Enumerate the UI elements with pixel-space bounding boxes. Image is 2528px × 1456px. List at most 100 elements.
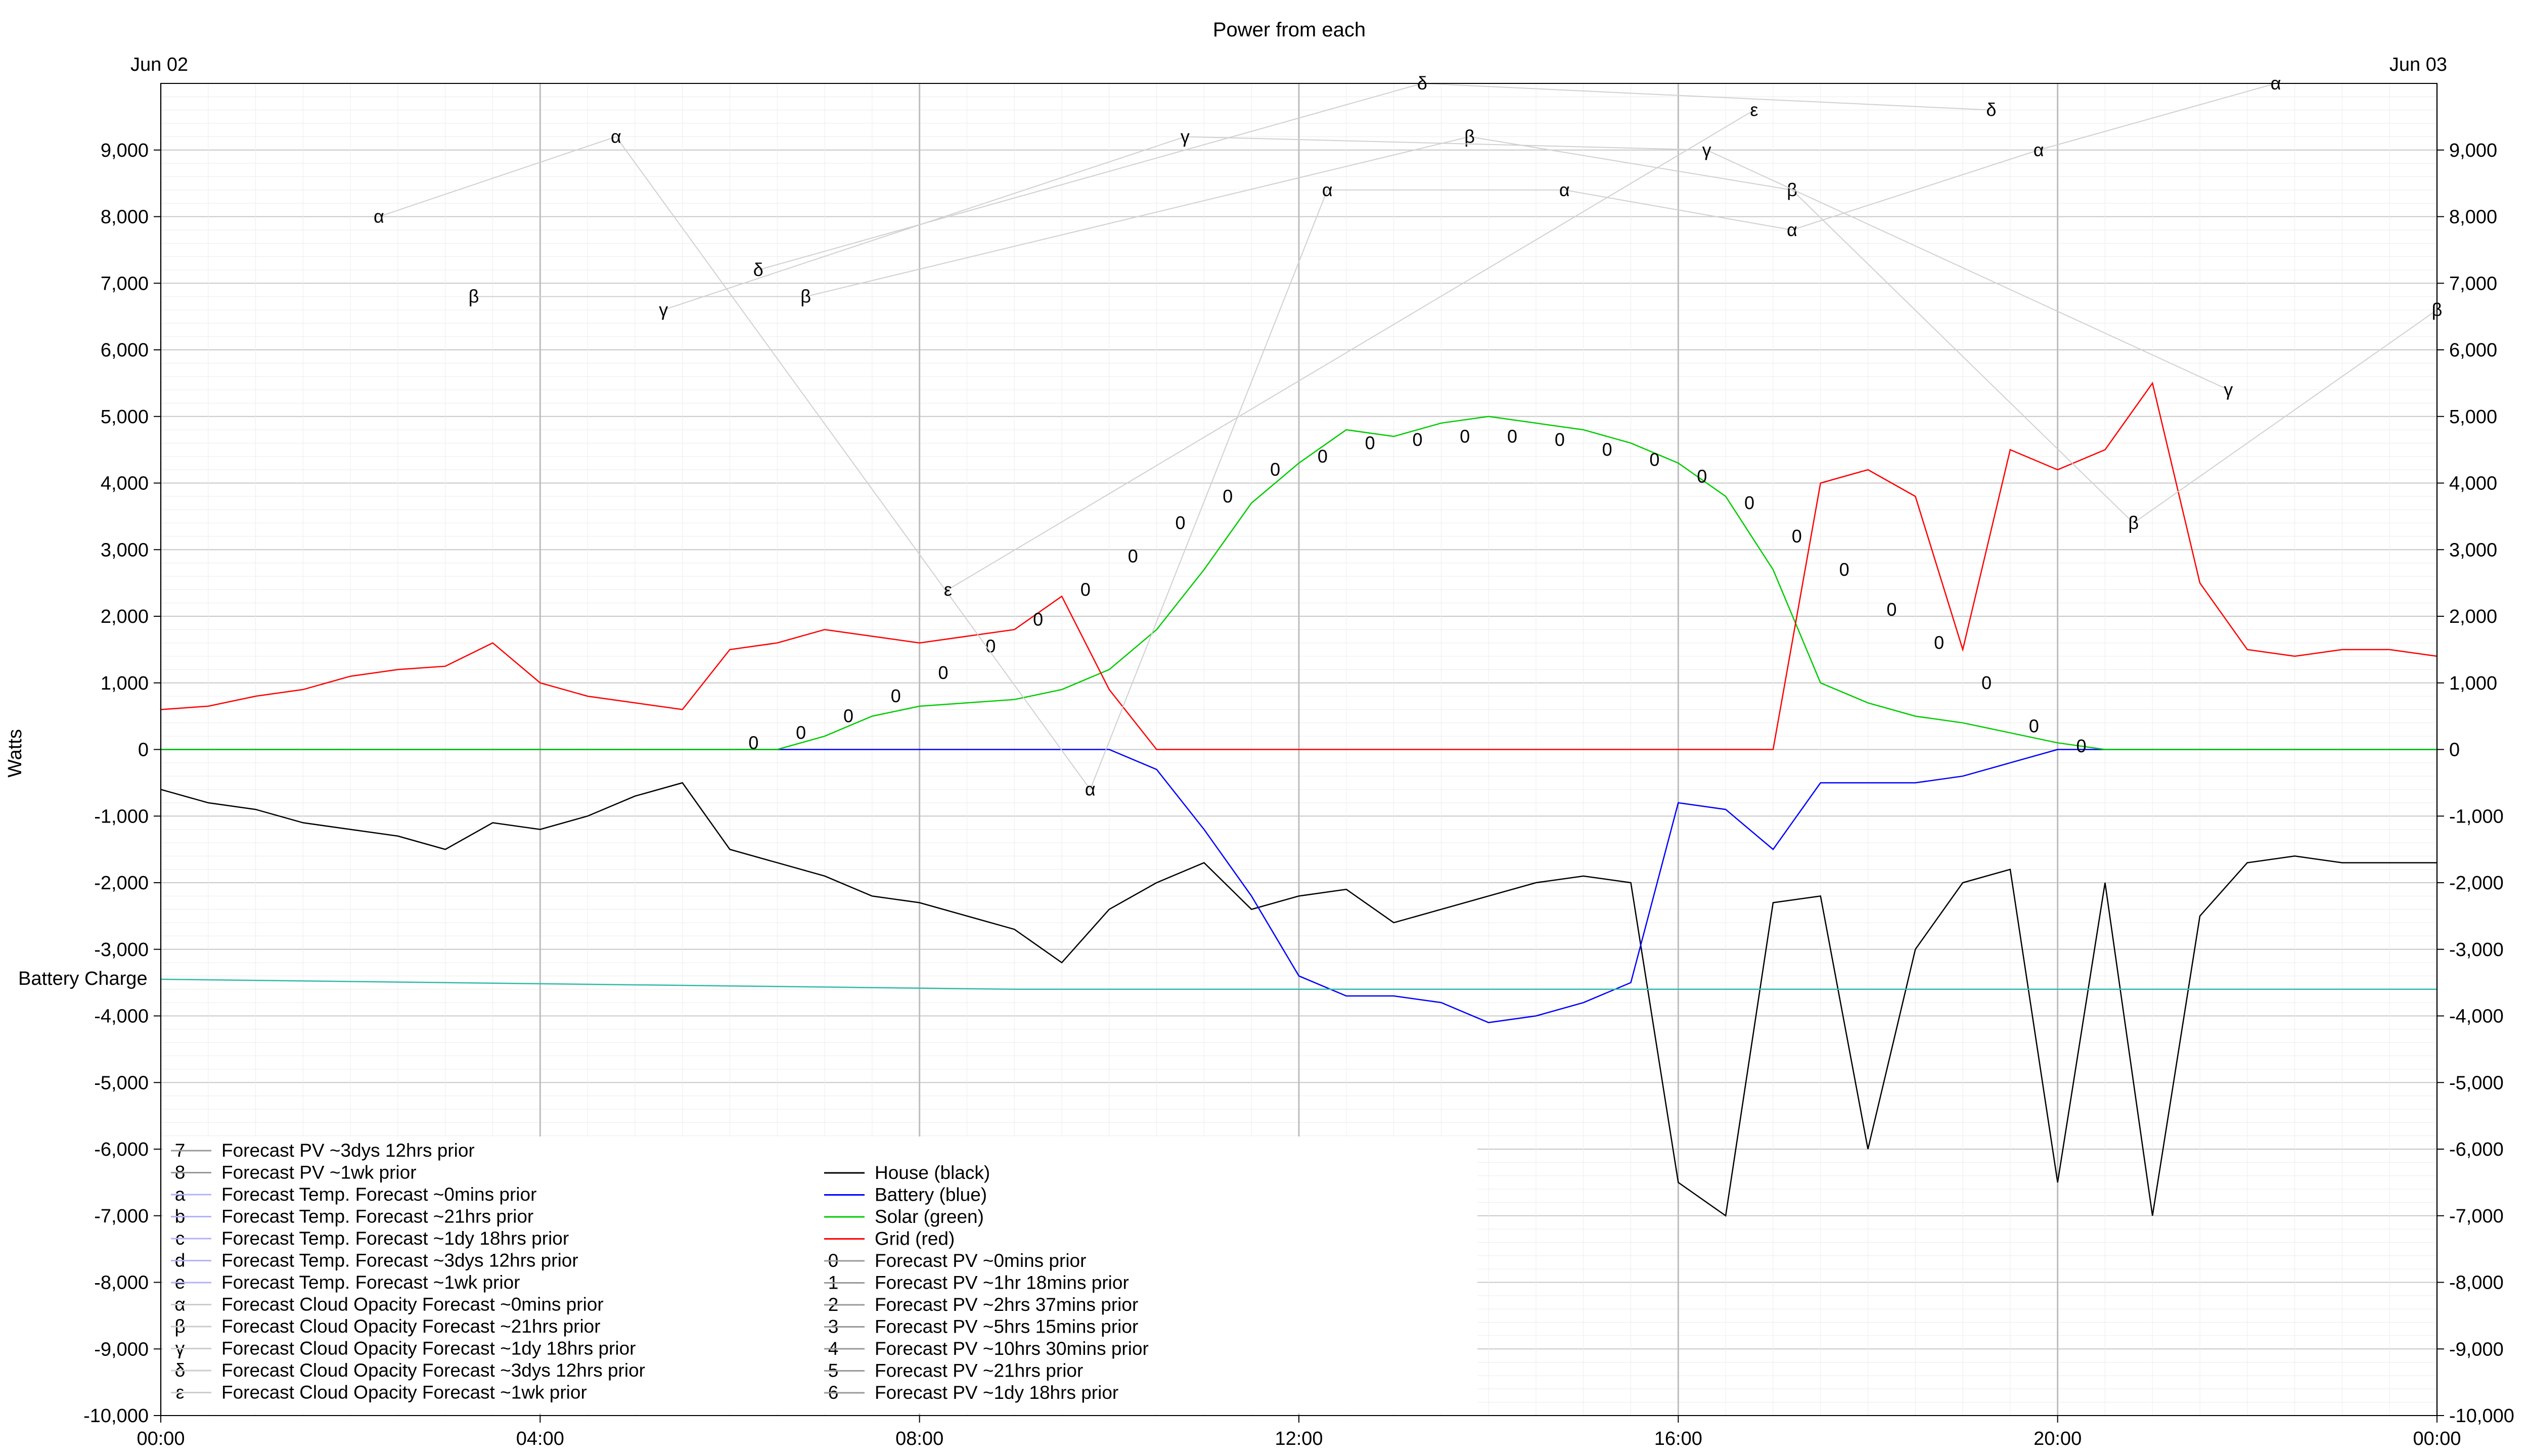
forecast-pv-marker: 0 <box>1602 439 1612 460</box>
forecast-pv-marker: 0 <box>1128 545 1138 566</box>
forecast-pv-marker: 0 <box>1460 426 1470 446</box>
legend-label: Forecast Cloud Opacity Forecast ~1dy 18h… <box>221 1338 636 1359</box>
legend-label: Forecast Cloud Opacity Forecast ~1wk pri… <box>221 1382 587 1403</box>
cloud-marker-epsilon: ε <box>1750 100 1758 120</box>
cloud-marker-beta: β <box>800 286 811 307</box>
series-line-solar-green <box>161 416 2437 750</box>
y-tick-label-left: 1,000 <box>101 673 149 694</box>
cloud-marker-gamma: γ <box>1702 140 1711 160</box>
y-tick-label-left: 3,000 <box>101 539 149 561</box>
y-tick-label-left: -8,000 <box>94 1272 149 1294</box>
forecast-pv-marker: 0 <box>1649 449 1659 470</box>
forecast-pv-marker: 0 <box>796 722 806 743</box>
legend-label: Forecast Temp. Forecast ~21hrs prior <box>221 1206 533 1227</box>
forecast-pv-marker: 0 <box>1507 426 1517 446</box>
y-tick-label-left: -5,000 <box>94 1072 149 1094</box>
cloud-marker-alpha: α <box>611 126 621 147</box>
y-tick-label-left: -4,000 <box>94 1006 149 1027</box>
forecast-pv-marker: 0 <box>1839 559 1849 580</box>
cloud-marker-alpha: α <box>374 206 384 227</box>
y-tick-label-right: -7,000 <box>2449 1206 2504 1227</box>
y-tick-label-left: 7,000 <box>101 273 149 294</box>
legend-label: Forecast Temp. Forecast ~1dy 18hrs prior <box>221 1228 569 1249</box>
y-tick-label-left: 6,000 <box>101 340 149 361</box>
legend-label: Forecast PV ~3dys 12hrs prior <box>221 1140 475 1161</box>
legend-label: House (black) <box>875 1162 990 1183</box>
y-tick-label-left: -9,000 <box>94 1339 149 1360</box>
forecast-pv-marker: 0 <box>1934 632 1944 653</box>
y-tick-label-right: -2,000 <box>2449 873 2504 894</box>
x-tick-label: 00:00 <box>2413 1428 2461 1449</box>
cloud-forecast-line-epsilon <box>947 109 1754 590</box>
forecast-pv-marker: 0 <box>748 732 758 753</box>
legend-label: Forecast Temp. Forecast ~0mins prior <box>221 1184 536 1205</box>
y-tick-label-left: 0 <box>138 740 149 761</box>
y-tick-label-left: -6,000 <box>94 1139 149 1160</box>
legend-label: Forecast PV ~1hr 18mins prior <box>875 1272 1129 1293</box>
forecast-pv-marker: 0 <box>1412 429 1422 450</box>
y-tick-label-right: -4,000 <box>2449 1006 2504 1027</box>
y-tick-label-left: -10,000 <box>83 1405 149 1427</box>
x-tick-label: 00:00 <box>137 1428 185 1449</box>
x-tick-label: 16:00 <box>1654 1428 1702 1449</box>
y-tick-label-right: 1,000 <box>2449 673 2497 694</box>
battery-charge-annotation: Battery Charge <box>18 968 148 989</box>
cloud-marker-alpha: α <box>1559 179 1570 200</box>
y-tick-label-right: -5,000 <box>2449 1072 2504 1094</box>
y-tick-label-right: 9,000 <box>2449 140 2497 161</box>
chart-title: Power from each <box>1213 19 1366 41</box>
forecast-pv-marker: 0 <box>891 686 901 706</box>
cloud-forecast-line-beta <box>474 136 2437 524</box>
legend-label: Forecast PV ~0mins prior <box>875 1250 1086 1271</box>
y-tick-label-left: 5,000 <box>101 406 149 428</box>
cloud-marker-delta: δ <box>1986 100 1996 120</box>
y-tick-label-right: 4,000 <box>2449 473 2497 494</box>
forecast-pv-marker: 0 <box>1270 459 1280 480</box>
cloud-marker-alpha: α <box>1085 779 1096 800</box>
y-axis-label-left: Watts <box>5 729 26 778</box>
forecast-pv-marker: 0 <box>1555 429 1565 450</box>
cloud-marker-alpha: α <box>1322 179 1333 200</box>
forecast-pv-marker: 0 <box>985 635 996 656</box>
y-tick-label-left: 9,000 <box>101 140 149 161</box>
y-tick-label-left: -3,000 <box>94 939 149 961</box>
forecast-pv-marker: 0 <box>1792 526 1802 547</box>
forecast-pv-marker: 0 <box>843 706 853 726</box>
legend-label: Forecast Temp. Forecast ~3dys 12hrs prio… <box>221 1250 578 1271</box>
y-tick-label-right: -8,000 <box>2449 1272 2504 1294</box>
legend-label: Forecast Cloud Opacity Forecast ~21hrs p… <box>221 1316 601 1337</box>
legend-label: Forecast Temp. Forecast ~1wk prior <box>221 1272 520 1293</box>
date-label-start: Jun 02 <box>130 54 188 75</box>
y-tick-label-right: -1,000 <box>2449 806 2504 827</box>
legend-label: Grid (red) <box>875 1228 955 1249</box>
series-line-grid-red <box>160 381 2437 750</box>
cloud-marker-gamma: γ <box>2224 379 2233 400</box>
forecast-pv-marker: 0 <box>1176 513 1186 533</box>
x-tick-label: 08:00 <box>895 1428 943 1449</box>
y-tick-label-left: 2,000 <box>101 606 149 627</box>
y-tick-label-right: 2,000 <box>2449 606 2497 627</box>
forecast-pv-marker: 0 <box>2029 715 2039 736</box>
y-tick-label-left: 4,000 <box>101 473 149 494</box>
y-tick-label-left: -7,000 <box>94 1206 149 1227</box>
x-tick-label: 20:00 <box>2034 1428 2082 1449</box>
date-label-end: Jun 03 <box>2389 54 2447 75</box>
cloud-marker-beta: β <box>2128 513 2139 533</box>
forecast-pv-marker: 0 <box>1318 446 1328 467</box>
y-tick-label-right: -9,000 <box>2449 1339 2504 1360</box>
y-tick-label-right: -6,000 <box>2449 1139 2504 1160</box>
legend-label: Forecast Cloud Opacity Forecast ~3dys 12… <box>221 1360 645 1381</box>
forecast-pv-marker: 0 <box>1886 599 1897 620</box>
forecast-pv-marker: 0 <box>1697 466 1707 486</box>
forecast-pv-marker: 0 <box>1744 492 1754 513</box>
forecast-pv-marker: 0 <box>1365 432 1375 453</box>
y-tick-label-right: 0 <box>2449 740 2460 761</box>
series-line-battery-charge <box>160 978 2437 990</box>
y-tick-label-right: 7,000 <box>2449 273 2497 294</box>
cloud-marker-beta: β <box>1464 126 1475 147</box>
forecast-pv-marker: 0 <box>2076 736 2087 756</box>
legend-label: Forecast PV ~2hrs 37mins prior <box>875 1294 1138 1315</box>
